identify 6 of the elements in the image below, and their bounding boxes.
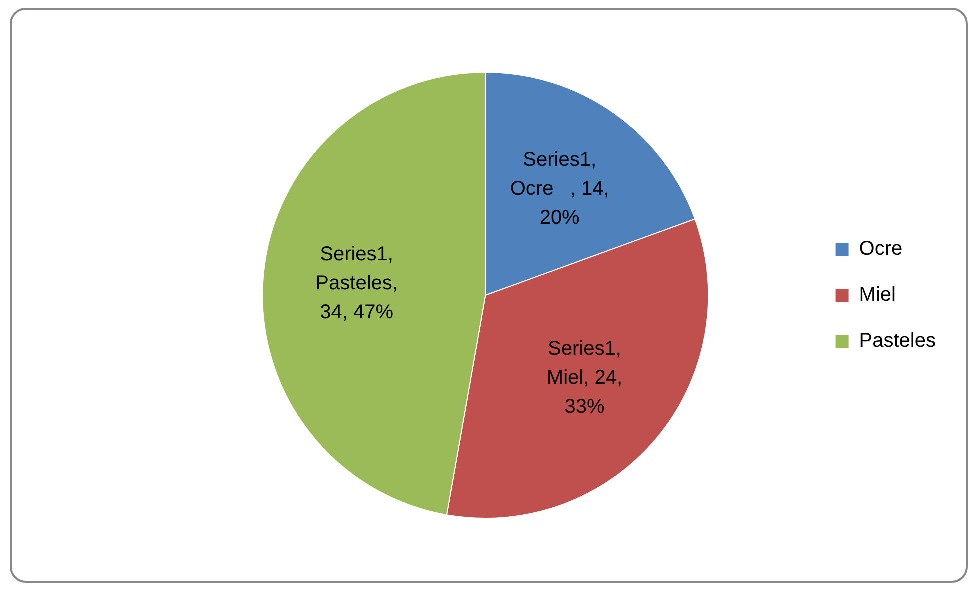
data-label: Series1, Ocre , 14, 20% xyxy=(510,149,610,230)
legend-label: Pasteles xyxy=(859,330,936,352)
legend-label: Ocre xyxy=(859,238,903,260)
data-label: Series1, Pasteles, 34, 47% xyxy=(316,244,398,324)
legend-label: Miel xyxy=(859,284,896,306)
data-label: Series1, Miel, 24, 33% xyxy=(546,338,623,418)
